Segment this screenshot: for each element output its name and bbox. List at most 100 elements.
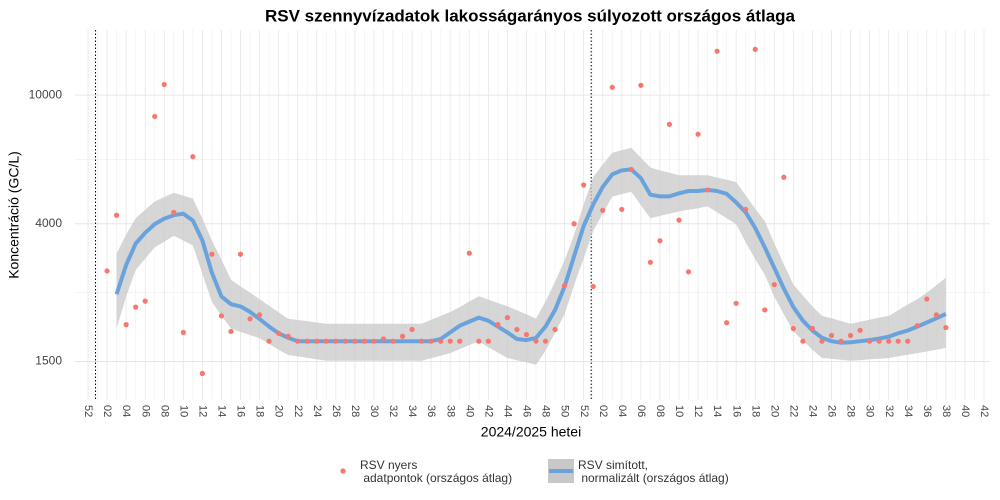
x-tick-label: 22 bbox=[787, 405, 799, 417]
data-point bbox=[552, 326, 558, 333]
smooth-line bbox=[114, 167, 947, 345]
x-tick-label: 38 bbox=[940, 405, 952, 417]
data-point bbox=[457, 338, 463, 344]
data-point bbox=[142, 298, 148, 304]
data-point bbox=[314, 338, 320, 344]
data-point bbox=[371, 338, 377, 344]
x-tick-label: 08 bbox=[158, 405, 170, 417]
data-point bbox=[628, 166, 634, 173]
data-point bbox=[447, 338, 453, 344]
x-tick-label: 30 bbox=[368, 405, 380, 417]
data-point bbox=[266, 338, 272, 344]
data-point bbox=[428, 338, 434, 344]
data-point bbox=[886, 338, 892, 344]
x-tick-label: 50 bbox=[559, 405, 571, 417]
data-point bbox=[800, 338, 806, 344]
x-tick-label: 40 bbox=[463, 405, 475, 417]
data-point bbox=[924, 296, 930, 302]
x-tick-label: 04 bbox=[616, 405, 628, 417]
data-point bbox=[514, 326, 520, 333]
x-tick-label: 46 bbox=[521, 405, 533, 417]
data-point bbox=[419, 338, 425, 344]
x-tick-label: 14 bbox=[216, 405, 228, 417]
x-tick-label: 12 bbox=[692, 405, 704, 417]
marks bbox=[104, 46, 949, 377]
data-point bbox=[638, 82, 644, 88]
data-point bbox=[685, 269, 692, 275]
data-point bbox=[495, 322, 501, 328]
x-tick-label: 36 bbox=[921, 405, 933, 417]
data-point bbox=[895, 338, 901, 344]
data-point bbox=[647, 259, 653, 265]
x-tick-label: 26 bbox=[826, 405, 838, 417]
data-point bbox=[104, 268, 110, 274]
data-point bbox=[914, 323, 920, 329]
y-tick-label: 1500 bbox=[35, 354, 62, 368]
x-tick-label: 02 bbox=[597, 405, 609, 417]
x-tick-label: 38 bbox=[444, 405, 456, 417]
data-point bbox=[676, 217, 682, 223]
x-tick-label: 24 bbox=[807, 405, 819, 417]
data-point bbox=[704, 187, 711, 193]
data-point bbox=[190, 154, 196, 160]
data-point bbox=[218, 313, 225, 319]
data-point bbox=[380, 336, 387, 342]
data-point bbox=[781, 174, 787, 180]
data-point bbox=[619, 206, 625, 213]
data-point bbox=[504, 315, 511, 321]
data-point bbox=[256, 312, 263, 318]
data-point bbox=[152, 113, 158, 120]
x-tick-label: 16 bbox=[730, 405, 742, 417]
x-tick-label: 08 bbox=[654, 405, 666, 417]
data-point bbox=[752, 46, 758, 52]
x-tick-label: 32 bbox=[387, 405, 399, 417]
x-tick-label: 28 bbox=[845, 405, 857, 417]
x-tick-label: 18 bbox=[254, 405, 266, 417]
x-tick-label: 30 bbox=[864, 405, 876, 417]
x-tick-label: 14 bbox=[711, 405, 723, 417]
data-point bbox=[113, 212, 120, 218]
data-point bbox=[466, 250, 472, 256]
data-point bbox=[609, 84, 615, 90]
x-tick-label: 32 bbox=[883, 405, 895, 417]
data-point bbox=[600, 207, 606, 213]
x-tick-label: 44 bbox=[501, 405, 513, 417]
data-point bbox=[790, 325, 796, 332]
data-point bbox=[295, 338, 301, 344]
data-point bbox=[247, 316, 253, 322]
x-tick-label: 28 bbox=[349, 405, 361, 417]
legend bbox=[340, 459, 574, 483]
x-tick-label: 06 bbox=[139, 405, 151, 417]
data-point bbox=[409, 326, 415, 333]
data-point bbox=[237, 251, 244, 257]
data-point bbox=[867, 338, 873, 344]
x-tick-label: 22 bbox=[292, 405, 304, 417]
data-point bbox=[847, 332, 854, 339]
data-point bbox=[123, 322, 129, 328]
data-point bbox=[523, 331, 530, 338]
data-point bbox=[361, 338, 368, 344]
data-point bbox=[876, 338, 882, 344]
data-point bbox=[333, 338, 339, 344]
x-tick-label: 16 bbox=[235, 405, 247, 417]
data-point bbox=[285, 333, 291, 339]
data-point bbox=[857, 327, 863, 333]
data-point bbox=[161, 81, 167, 88]
data-point bbox=[352, 338, 358, 344]
data-point bbox=[724, 320, 730, 326]
data-point bbox=[771, 281, 777, 288]
x-tick-label: 20 bbox=[768, 405, 780, 417]
data-point bbox=[171, 209, 177, 215]
data-point bbox=[485, 338, 491, 344]
y-axis-title: Koncentráció (GC/L) bbox=[6, 151, 22, 279]
x-tick-label: 26 bbox=[330, 405, 342, 417]
data-point bbox=[228, 328, 234, 335]
x-tick-label: 24 bbox=[311, 405, 323, 417]
data-point bbox=[209, 251, 215, 257]
chart-title: RSV szennyvízadatok lakosságarányos súly… bbox=[265, 6, 796, 25]
x-axis-title: 2024/2025 hetei bbox=[481, 424, 581, 440]
data-point bbox=[438, 338, 444, 344]
x-tick-label: 52 bbox=[578, 405, 590, 417]
